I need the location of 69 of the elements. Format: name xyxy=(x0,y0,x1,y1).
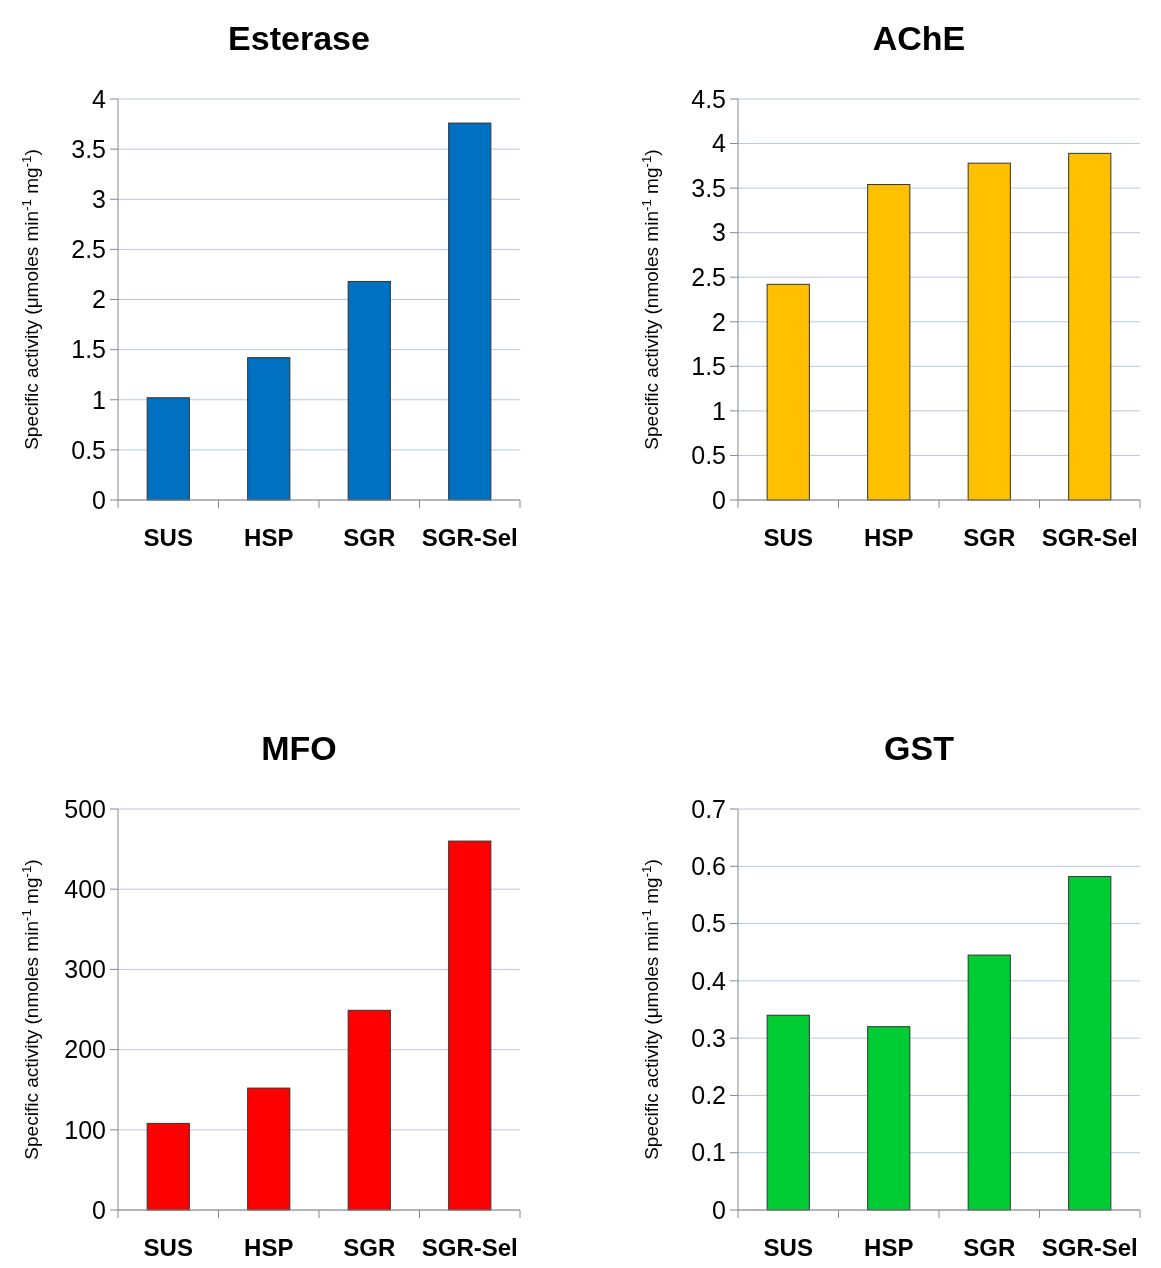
bar xyxy=(967,954,1011,1211)
y-tick-label: 1 xyxy=(92,385,106,414)
y-tick-label: 1 xyxy=(712,396,726,425)
x-tick-label: SGR-Sel xyxy=(1041,1234,1138,1261)
y-tick-label: 100 xyxy=(64,1115,106,1144)
bar xyxy=(448,840,492,1211)
y-tick-label: 0 xyxy=(712,485,726,514)
y-tick-label: 0.3 xyxy=(691,1023,726,1052)
bar xyxy=(967,162,1011,501)
bar xyxy=(247,1087,291,1211)
bar xyxy=(766,1014,810,1211)
y-tick-label: 4 xyxy=(712,129,727,158)
bar xyxy=(867,1026,911,1211)
y-tick-label: 500 xyxy=(64,794,106,823)
y-tick-label: 0 xyxy=(92,1195,106,1224)
x-tick-label: SUS xyxy=(143,524,193,551)
y-tick-label: 0.2 xyxy=(691,1081,726,1110)
x-tick-label: SGR xyxy=(343,1234,396,1261)
bar xyxy=(347,280,391,501)
bar xyxy=(1068,152,1112,501)
y-tick-label: 0.7 xyxy=(691,794,726,823)
y-tick-label: 2.5 xyxy=(71,235,106,264)
y-tick-label: 2 xyxy=(92,285,106,314)
y-tick-label: 3.5 xyxy=(71,134,106,163)
y-tick-label: 3.5 xyxy=(691,173,726,202)
y-tick-label: 1.5 xyxy=(71,335,106,364)
bar xyxy=(247,357,291,501)
y-tick-label: 0.4 xyxy=(691,966,727,995)
x-tick-label: SUS xyxy=(763,1234,813,1261)
bar xyxy=(146,1122,190,1211)
x-tick-label: SGR xyxy=(343,524,396,551)
y-tick-label: 2.5 xyxy=(691,262,726,291)
y-tick-label: 3 xyxy=(712,218,726,247)
x-tick-label: SGR-Sel xyxy=(421,524,518,551)
chart-title: AChE xyxy=(872,19,966,57)
chart-title: Esterase xyxy=(228,19,370,57)
x-tick-label: SGR xyxy=(963,1234,1016,1261)
y-tick-label: 400 xyxy=(64,874,106,903)
bar xyxy=(448,122,492,501)
y-tick-label: 0.1 xyxy=(691,1138,726,1167)
y-tick-label: 200 xyxy=(64,1035,106,1064)
x-tick-label: SGR-Sel xyxy=(1041,524,1138,551)
x-tick-label: SGR-Sel xyxy=(421,1234,518,1261)
x-tick-label: HSP xyxy=(864,1234,914,1261)
y-tick-label: 1.5 xyxy=(691,352,726,381)
bar xyxy=(1068,876,1112,1211)
bar xyxy=(766,283,810,501)
x-tick-label: SUS xyxy=(763,524,813,551)
x-tick-label: HSP xyxy=(244,524,294,551)
y-tick-label: 0 xyxy=(92,485,106,514)
y-tick-label: 0 xyxy=(712,1195,726,1224)
x-tick-label: HSP xyxy=(864,524,914,551)
y-tick-label: 0.5 xyxy=(691,909,726,938)
y-tick-label: 4.5 xyxy=(691,84,726,113)
y-tick-label: 0.5 xyxy=(691,441,726,470)
y-tick-label: 300 xyxy=(64,955,106,984)
y-tick-label: 3 xyxy=(92,185,106,213)
y-tick-label: 2 xyxy=(712,307,726,336)
x-tick-label: SUS xyxy=(143,1234,193,1261)
y-tick-label: 0.5 xyxy=(71,435,106,464)
bar xyxy=(347,1009,391,1211)
y-tick-label: 4 xyxy=(92,84,107,113)
chart-title: MFO xyxy=(261,729,337,767)
bar xyxy=(867,184,911,501)
x-tick-label: HSP xyxy=(244,1234,294,1261)
chart-title: GST xyxy=(884,729,955,767)
y-tick-label: 0.6 xyxy=(691,852,726,881)
bar xyxy=(146,397,190,501)
x-tick-label: SGR xyxy=(963,524,1016,551)
